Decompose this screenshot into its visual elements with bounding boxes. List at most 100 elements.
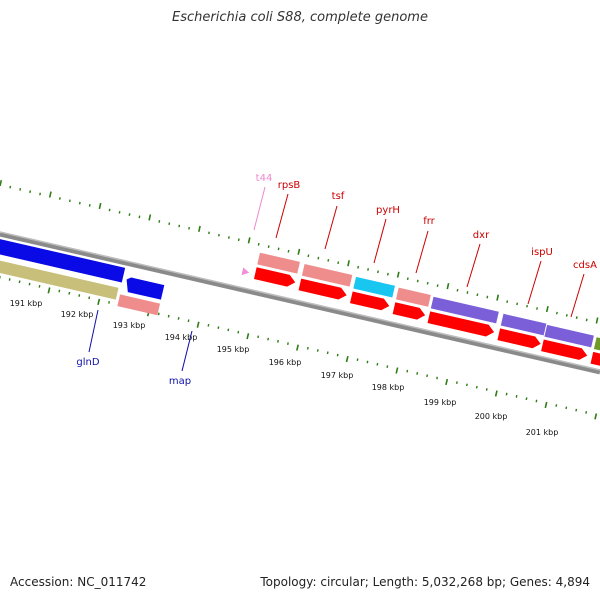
scale-label: 194 kbp: [165, 333, 198, 342]
minor-tick: [317, 256, 320, 260]
minor-tick: [575, 408, 578, 412]
minor-tick: [227, 328, 230, 332]
gene-label-pyrH: pyrH: [376, 205, 400, 216]
genome-backbone: [0, 231, 600, 375]
gene-box-rpsB[interactable]: [257, 252, 300, 274]
gene-arrow-frr[interactable]: [392, 302, 427, 321]
minor-tick: [157, 312, 160, 316]
minor-tick: [118, 210, 121, 214]
minor-tick: [575, 316, 578, 320]
gene-box-cdsA[interactable]: [544, 324, 594, 348]
gene-arrow-map[interactable]: [124, 277, 165, 300]
trna-marker-t44[interactable]: [241, 267, 250, 276]
scale-label: 196 kbp: [269, 358, 302, 367]
reverse-strand-features: [0, 237, 165, 316]
minor-tick: [426, 374, 429, 378]
gene-arrow-ispU[interactable]: [497, 328, 542, 349]
major-tick: [198, 225, 201, 232]
minor-tick: [555, 311, 558, 315]
minor-tick: [108, 301, 110, 304]
minor-tick: [29, 190, 32, 194]
gene-box-ispU[interactable]: [500, 313, 547, 336]
gene-label-rpsB: rpsB: [278, 180, 301, 191]
minor-tick: [257, 242, 260, 246]
gene-box-frr[interactable]: [395, 287, 431, 307]
minor-tick: [486, 295, 489, 299]
gene-box[interactable]: [0, 256, 119, 300]
minor-tick: [78, 201, 81, 205]
gene-label-ispU: ispU: [531, 247, 553, 258]
gene-arrow-tsf[interactable]: [298, 278, 348, 301]
reverse-label-leaders: [88, 309, 193, 372]
major-tick: [496, 294, 500, 301]
scale-label: 192 kbp: [61, 310, 94, 319]
gene-box-pyrH[interactable]: [353, 276, 396, 298]
minor-tick: [367, 268, 369, 271]
minor-tick: [108, 208, 111, 212]
scale-label: 199 kbp: [424, 398, 457, 407]
major-tick: [47, 287, 51, 294]
minor-tick: [277, 339, 279, 343]
minor-tick: [326, 351, 329, 355]
gene-label-cdsA: cdsA: [573, 260, 597, 271]
gene-arrow-rpsB[interactable]: [253, 267, 297, 288]
major-tick: [395, 367, 399, 374]
minor-tick: [535, 399, 538, 403]
minor-tick: [267, 337, 270, 341]
minor-tick: [257, 335, 260, 339]
minor-tick: [158, 220, 161, 223]
major-tick: [296, 344, 299, 351]
gene-box[interactable]: [117, 294, 161, 316]
gene-arrow-dxr[interactable]: [427, 311, 495, 338]
gene-label-map: map: [169, 376, 191, 387]
gene-box-dxr[interactable]: [430, 296, 499, 324]
major-tick: [345, 356, 349, 363]
forward-label-leaders: [253, 186, 585, 318]
forward-strand-features: [241, 252, 600, 371]
major-tick: [347, 260, 350, 267]
major-tick: [247, 237, 251, 244]
gene-label-glnD: glnD: [76, 357, 99, 368]
minor-tick: [336, 353, 339, 357]
minor-tick: [307, 254, 310, 258]
minor-tick: [9, 185, 12, 189]
major-tick: [595, 317, 599, 324]
minor-tick: [277, 247, 280, 251]
minor-tick: [88, 204, 91, 207]
minor-tick: [68, 199, 71, 203]
minor-tick: [287, 249, 290, 253]
minor-tick: [337, 261, 340, 265]
minor-tick: [536, 307, 538, 310]
minor-tick: [466, 291, 469, 294]
scale-label: 191 kbp: [10, 299, 43, 308]
major-tick: [48, 191, 52, 198]
minor-tick: [19, 187, 22, 191]
map-title: Escherichia coli S88, complete genome: [172, 10, 428, 25]
scale-label: 193 kbp: [113, 321, 146, 330]
gene-box-tsf[interactable]: [301, 263, 353, 287]
minor-tick: [366, 360, 369, 364]
minor-tick: [218, 233, 220, 237]
minor-tick: [406, 369, 409, 373]
minor-tick: [39, 192, 41, 196]
gene-arrow-glnD[interactable]: [0, 237, 126, 283]
minor-tick: [416, 279, 419, 283]
minor-tick: [38, 285, 41, 288]
major-tick: [545, 306, 549, 313]
minor-tick: [476, 293, 479, 297]
minor-tick: [168, 222, 171, 226]
major-tick: [494, 390, 498, 397]
scale-label: 198 kbp: [372, 383, 405, 392]
minor-tick: [177, 317, 180, 320]
scale-label: 197 kbp: [321, 371, 354, 380]
scale-label: 195 kbp: [217, 345, 250, 354]
minor-tick: [386, 272, 389, 276]
minor-tick: [455, 381, 458, 384]
gene-arrow-cdsA[interactable]: [541, 339, 589, 361]
minor-tick: [167, 314, 170, 318]
minor-tick: [356, 358, 359, 362]
minor-tick: [377, 270, 379, 274]
gene-arrow-pyrH[interactable]: [349, 291, 391, 311]
major-tick: [246, 333, 250, 340]
